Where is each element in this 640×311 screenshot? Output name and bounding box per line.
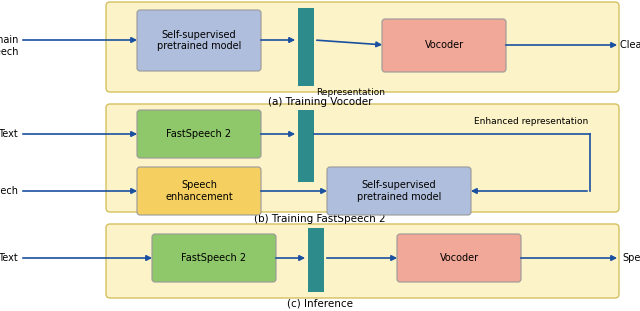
FancyBboxPatch shape [106, 2, 619, 92]
Text: Representation: Representation [316, 88, 385, 97]
FancyBboxPatch shape [137, 167, 261, 215]
Text: Text: Text [0, 253, 18, 263]
Text: Clean speech: Clean speech [620, 40, 640, 50]
Text: (b) Training FastSpeech 2: (b) Training FastSpeech 2 [254, 214, 386, 224]
Text: (c) Inference: (c) Inference [287, 299, 353, 309]
Bar [308, 228, 324, 292]
FancyBboxPatch shape [382, 19, 506, 72]
Text: Other domain
clean speech: Other domain clean speech [0, 35, 18, 57]
Text: FastSpeech 2: FastSpeech 2 [166, 129, 232, 139]
FancyBboxPatch shape [152, 234, 276, 282]
Text: (a) Training Vocoder: (a) Training Vocoder [268, 97, 372, 107]
FancyBboxPatch shape [106, 104, 619, 212]
Bar [298, 8, 314, 86]
Text: Self-supervised
pretrained model: Self-supervised pretrained model [357, 180, 441, 202]
FancyBboxPatch shape [137, 110, 261, 158]
Text: Vocoder: Vocoder [440, 253, 479, 263]
FancyBboxPatch shape [327, 167, 471, 215]
FancyBboxPatch shape [137, 10, 261, 71]
Text: Enhanced representation: Enhanced representation [474, 117, 588, 126]
Text: Speech: Speech [622, 253, 640, 263]
FancyBboxPatch shape [106, 224, 619, 298]
Text: Noisy speech: Noisy speech [0, 186, 18, 196]
Text: Speech
enhancement: Speech enhancement [165, 180, 233, 202]
Text: Vocoder: Vocoder [424, 40, 463, 50]
Bar [298, 110, 314, 182]
Text: Self-supervised
pretrained model: Self-supervised pretrained model [157, 30, 241, 51]
Text: Text: Text [0, 129, 18, 139]
FancyBboxPatch shape [397, 234, 521, 282]
Text: FastSpeech 2: FastSpeech 2 [181, 253, 246, 263]
